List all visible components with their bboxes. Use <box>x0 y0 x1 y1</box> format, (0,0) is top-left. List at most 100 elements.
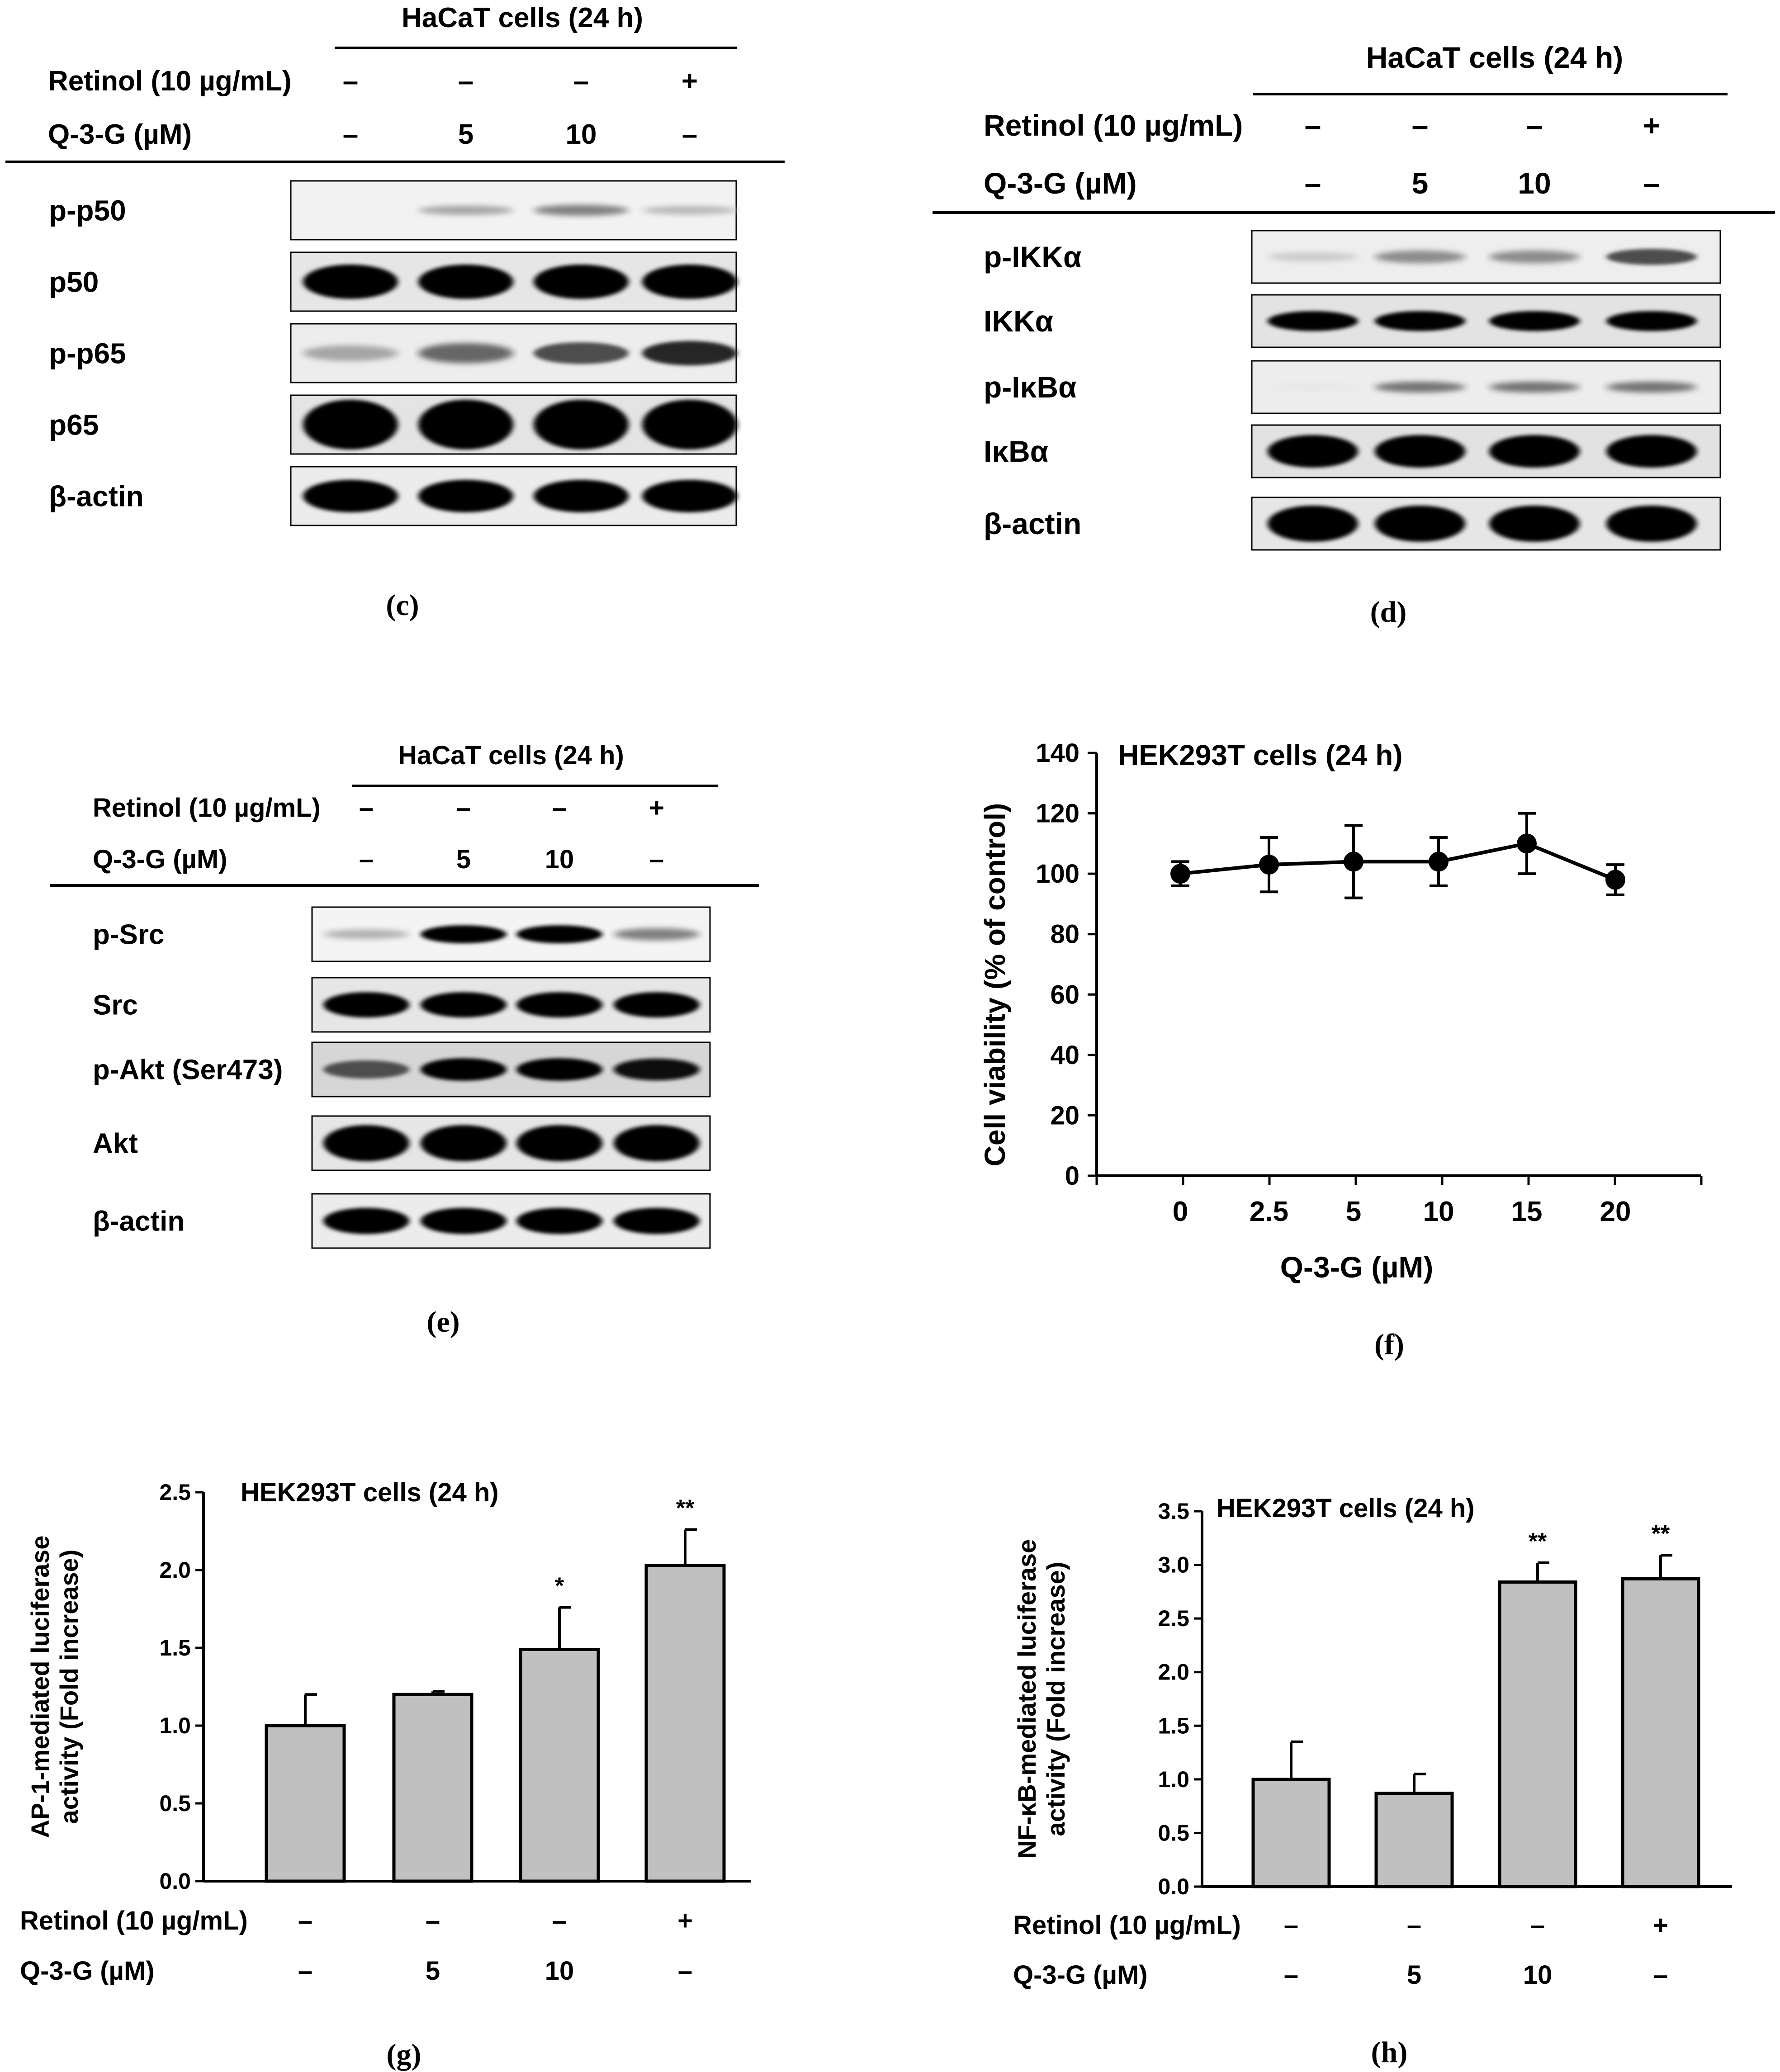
protein-band <box>614 928 700 941</box>
bar <box>519 1647 600 1883</box>
protein-band <box>1268 435 1358 468</box>
y-tick-label: 0 <box>1065 1161 1079 1191</box>
band-label: β-actin <box>984 507 1081 540</box>
y-tick-label: 3.5 <box>1158 1499 1189 1524</box>
protein-band <box>421 1125 507 1161</box>
protein-band <box>534 204 629 216</box>
protein-band <box>1268 311 1358 331</box>
western-blot-panel-d: HaCaT cells (24 h) Retinol (10 µg/mL) Q-3-… <box>933 41 1775 629</box>
retinol-row-label: Retinol (10 µg/mL) <box>93 793 321 823</box>
protein-band <box>1489 311 1580 331</box>
y-axis-title: activity (Fold increase) <box>1041 1562 1070 1836</box>
protein-band <box>303 345 398 361</box>
retinol-lane-value: – <box>359 793 374 823</box>
panel-caption: (g) <box>387 2038 421 2071</box>
chart-title: HEK293T cells (24 h) <box>241 1478 499 1507</box>
q3g-lane-value: – <box>1643 166 1660 200</box>
protein-band <box>1375 506 1465 542</box>
retinol-lane-value: – <box>458 66 473 97</box>
protein-band <box>1268 252 1358 262</box>
band-label: p-p65 <box>49 337 126 369</box>
retinol-lane-value: – <box>456 793 471 823</box>
western-blot-panel-c: HaCaT cells (24 h) Retinol (10 µg/mL) Q-3-… <box>5 2 785 622</box>
y-tick-label: 0.5 <box>1158 1820 1189 1845</box>
retinol-row-label: Retinol (10 µg/mL) <box>48 66 292 97</box>
retinol-lane-value: – <box>1407 1911 1421 1940</box>
protein-band <box>516 992 602 1017</box>
y-tick-label: 1.0 <box>1158 1767 1189 1792</box>
panel-caption: (f) <box>1374 1328 1404 1361</box>
protein-band <box>418 205 513 215</box>
retinol-lane-value: – <box>343 66 358 97</box>
retinol-lane-value: – <box>1305 109 1321 142</box>
q3g-row-label: Q-3-G (µM) <box>20 1956 155 1986</box>
protein-band <box>303 400 398 449</box>
band-label: IKKα <box>984 304 1053 338</box>
retinol-lane-value: – <box>1530 1911 1545 1940</box>
blot-strip <box>290 466 737 526</box>
protein-band <box>323 929 409 939</box>
y-tick-label: 0.0 <box>159 1869 191 1894</box>
blot-strip <box>311 977 711 1033</box>
band-label: p-Akt (Ser473) <box>93 1055 283 1086</box>
q3g-lane-value: 5 <box>458 119 473 150</box>
y-tick-label: 1.5 <box>1158 1713 1189 1738</box>
q3g-row-label: Q-3-G (µM) <box>48 119 192 150</box>
data-point <box>1429 852 1449 872</box>
band-label: Src <box>93 990 138 1021</box>
protein-band <box>1489 435 1580 468</box>
q3g-lane-value: – <box>1653 1960 1668 1990</box>
protein-band <box>421 992 507 1017</box>
q3g-lane-value: – <box>359 845 374 874</box>
y-axis-title: NF-κB-mediated luciferase <box>1013 1539 1041 1859</box>
protein-band <box>421 1058 507 1081</box>
bar <box>1498 1580 1577 1888</box>
protein-band <box>1606 249 1697 265</box>
bar <box>265 1724 346 1883</box>
panel-caption: (d) <box>1370 596 1407 629</box>
y-axis-title: activity (Fold increase) <box>55 1550 83 1824</box>
protein-band <box>516 1208 602 1234</box>
protein-band <box>1489 506 1580 542</box>
protein-band <box>1268 383 1358 391</box>
panel-caption: (c) <box>386 589 419 622</box>
retinol-lane-value: + <box>649 793 664 823</box>
retinol-lane-value: – <box>1284 1911 1298 1940</box>
protein-band <box>323 992 409 1017</box>
panel-caption: (h) <box>1371 2036 1408 2069</box>
protein-band <box>421 1208 507 1234</box>
protein-band <box>418 265 513 299</box>
band-label: β-actin <box>49 480 144 512</box>
q3g-row-label: Q-3-G (µM) <box>1013 1960 1148 1990</box>
band-label: IκBα <box>984 435 1048 468</box>
protein-band <box>418 480 513 512</box>
nfkb-luciferase-chart: 0.0 0.5 1.0 1.5 2.0 2.5 3.0 3.5 ** ** HEK293T cell… <box>1013 1494 1732 2069</box>
chart-title: HEK293T cells (24 h) <box>1217 1494 1475 1523</box>
bar <box>644 1564 726 1883</box>
band-label: p-IκBα <box>984 370 1077 404</box>
blot-strip <box>1251 294 1721 348</box>
protein-band <box>642 206 737 215</box>
significance-marker: ** <box>676 1495 695 1522</box>
protein-band <box>642 480 737 512</box>
bar <box>1251 1778 1331 1888</box>
y-tick-label: 120 <box>1036 799 1079 828</box>
x-tick-label: 20 <box>1600 1196 1631 1227</box>
protein-band <box>614 1058 700 1081</box>
x-tick-label: 10 <box>1423 1196 1454 1227</box>
y-tick-label: 3.0 <box>1158 1552 1189 1578</box>
q3g-lane-value: 5 <box>456 845 471 874</box>
band-label: p-IKKα <box>984 240 1082 274</box>
data-point <box>1259 855 1279 875</box>
protein-band <box>534 265 629 299</box>
band-label: Akt <box>93 1128 138 1159</box>
retinol-lane-value: – <box>552 793 567 823</box>
retinol-lane-value: + <box>682 66 698 97</box>
retinol-row-label: Retinol (10 µg/mL) <box>1013 1911 1241 1940</box>
data-point <box>1344 852 1363 872</box>
q3g-row-label: Q-3-G (µM) <box>984 166 1137 200</box>
retinol-lane-value: + <box>677 1906 693 1935</box>
protein-band <box>323 1208 409 1234</box>
protein-band <box>323 1125 409 1161</box>
protein-band <box>534 400 629 449</box>
